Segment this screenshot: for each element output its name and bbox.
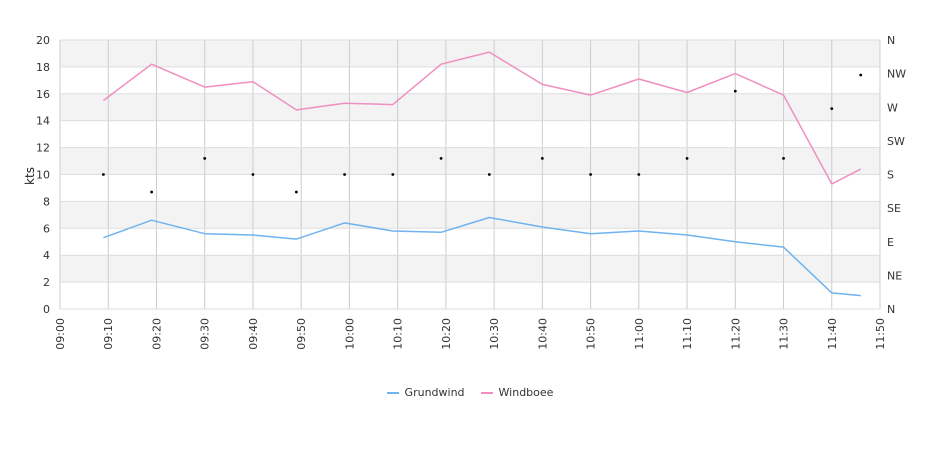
y-tick-label: 4: [43, 249, 50, 262]
x-tick-label: 11:30: [778, 318, 791, 350]
x-tick-label: 09:30: [199, 318, 212, 350]
direction-point: [294, 190, 298, 194]
legend-label-grundwind: Grundwind: [404, 386, 465, 399]
y-tick-label: 2: [43, 276, 50, 289]
y-tick-label: 6: [43, 222, 50, 235]
x-tick-label: 09:50: [295, 318, 308, 350]
x-tick-label: 11:50: [874, 318, 887, 350]
legend-label-windboee: Windboee: [498, 386, 554, 399]
background-band: [60, 66, 880, 94]
right-tick-label: E: [887, 236, 894, 249]
right-tick-label: NW: [887, 68, 906, 81]
x-tick-label: 10:10: [392, 318, 405, 350]
y-axis-label: kts: [23, 167, 37, 185]
right-axis-direction-ticks: N NE E SE S SW W NW N: [887, 34, 906, 316]
horizontal-gridlines: [60, 39, 880, 310]
background-bands: [60, 40, 880, 309]
direction-point: [251, 173, 255, 176]
legend-swatch-grundwind: [386, 391, 399, 394]
series-line-windboee: [102, 51, 862, 185]
y-tick-label: 8: [43, 195, 50, 208]
x-tick-label: 10:50: [585, 318, 598, 350]
background-band: [60, 147, 880, 175]
x-tick-label: 09:20: [150, 318, 163, 350]
background-band: [60, 228, 880, 256]
direction-point: [733, 89, 737, 93]
direction-point: [102, 173, 105, 176]
x-tick-label: 10:40: [536, 318, 549, 350]
direction-point: [439, 156, 443, 160]
direction-point: [203, 156, 207, 160]
direction-point: [150, 190, 154, 194]
x-tick-label: 10:00: [343, 318, 356, 350]
legend-item-grundwind[interactable]: Grundwind: [386, 386, 465, 399]
y-tick-label: 20: [36, 34, 50, 47]
right-tick-label: N: [887, 303, 895, 316]
background-band: [60, 93, 880, 121]
x-tick-label: 09:10: [102, 318, 115, 350]
background-band: [60, 255, 880, 283]
direction-point: [391, 173, 395, 176]
right-tick-label: W: [887, 101, 898, 114]
x-tick-label: 11:10: [681, 318, 694, 350]
x-tick-label: 09:00: [54, 318, 67, 350]
background-band: [60, 40, 880, 67]
y-tick-label: 12: [36, 142, 50, 155]
right-tick-label: N: [887, 34, 895, 47]
background-band: [60, 174, 880, 202]
direction-point: [637, 173, 641, 176]
y-tick-label: 10: [36, 169, 50, 182]
right-tick-label: SW: [887, 135, 905, 148]
legend: Grundwind Windboee: [0, 386, 940, 399]
direction-point: [540, 156, 544, 160]
series-lines: [102, 51, 862, 297]
right-tick-label: SE: [887, 202, 901, 215]
legend-item-windboee[interactable]: Windboee: [480, 386, 554, 399]
direction-point: [589, 173, 592, 176]
direction-points: [102, 73, 863, 194]
y-tick-label: 0: [43, 303, 50, 316]
direction-point: [685, 156, 689, 160]
y-axis-ticks: 0 2 4 6 8 10 12 14 16 18 20: [36, 34, 50, 316]
right-tick-label: NE: [887, 269, 902, 282]
series-line-grundwind: [103, 216, 861, 297]
x-tick-label: 10:30: [488, 318, 501, 350]
y-tick-label: 16: [36, 88, 50, 101]
background-band: [60, 282, 880, 309]
x-tick-label: 11:20: [729, 318, 742, 350]
x-tick-label: 11:00: [633, 318, 646, 350]
x-tick-label: 09:40: [247, 318, 260, 350]
x-tick-label: 10:20: [440, 318, 453, 350]
direction-point: [487, 173, 491, 176]
y-tick-label: 14: [36, 115, 50, 128]
direction-point: [343, 173, 346, 176]
background-band: [60, 201, 880, 229]
direction-point: [830, 107, 834, 110]
direction-point: [859, 73, 863, 77]
y-tick-label: 18: [36, 61, 50, 74]
legend-swatch-windboee: [480, 391, 493, 394]
x-tick-label: 11:40: [826, 318, 839, 350]
direction-point: [782, 156, 785, 160]
background-band: [60, 120, 880, 148]
right-tick-label: S: [887, 169, 894, 182]
x-axis-ticks: 09:00 09:10 09:20 09:30 09:40 09:50 10:00 10:10…: [54, 318, 887, 350]
